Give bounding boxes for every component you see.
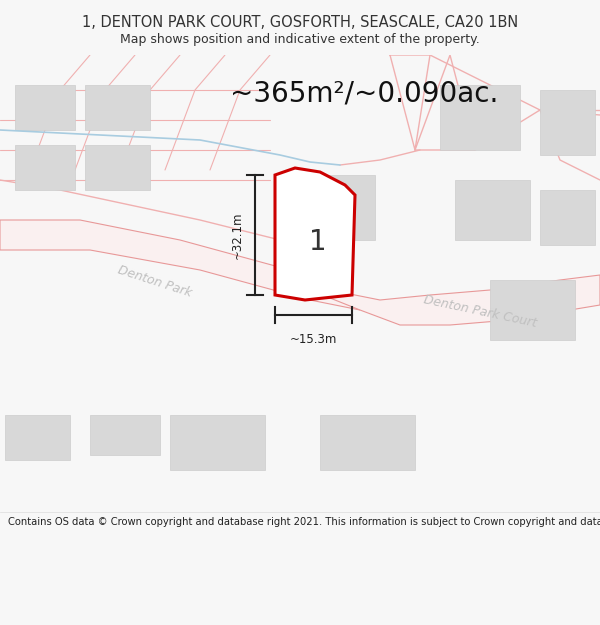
Bar: [15, 145, 75, 190]
Bar: [90, 415, 160, 455]
Bar: [490, 280, 575, 340]
Bar: [85, 85, 150, 130]
Bar: [540, 190, 595, 245]
Bar: [5, 415, 70, 460]
Bar: [320, 415, 415, 470]
Bar: [540, 90, 595, 155]
Polygon shape: [290, 270, 600, 325]
Text: Denton Park Court: Denton Park Court: [422, 294, 538, 331]
Bar: [170, 415, 265, 470]
Text: ~365m²/~0.090ac.: ~365m²/~0.090ac.: [230, 80, 499, 108]
Bar: [85, 145, 150, 190]
Bar: [455, 180, 530, 240]
Text: ~32.1m: ~32.1m: [230, 211, 244, 259]
Text: 1: 1: [309, 228, 327, 256]
Text: 1, DENTON PARK COURT, GOSFORTH, SEASCALE, CA20 1BN: 1, DENTON PARK COURT, GOSFORTH, SEASCALE…: [82, 15, 518, 30]
Text: Map shows position and indicative extent of the property.: Map shows position and indicative extent…: [120, 33, 480, 46]
Bar: [15, 85, 75, 130]
Text: Denton Park: Denton Park: [116, 264, 194, 300]
Bar: [290, 175, 375, 240]
Bar: [440, 85, 520, 150]
Polygon shape: [275, 168, 355, 300]
Text: ~15.3m: ~15.3m: [290, 333, 337, 346]
Text: Contains OS data © Crown copyright and database right 2021. This information is : Contains OS data © Crown copyright and d…: [8, 517, 600, 527]
Polygon shape: [0, 220, 360, 310]
